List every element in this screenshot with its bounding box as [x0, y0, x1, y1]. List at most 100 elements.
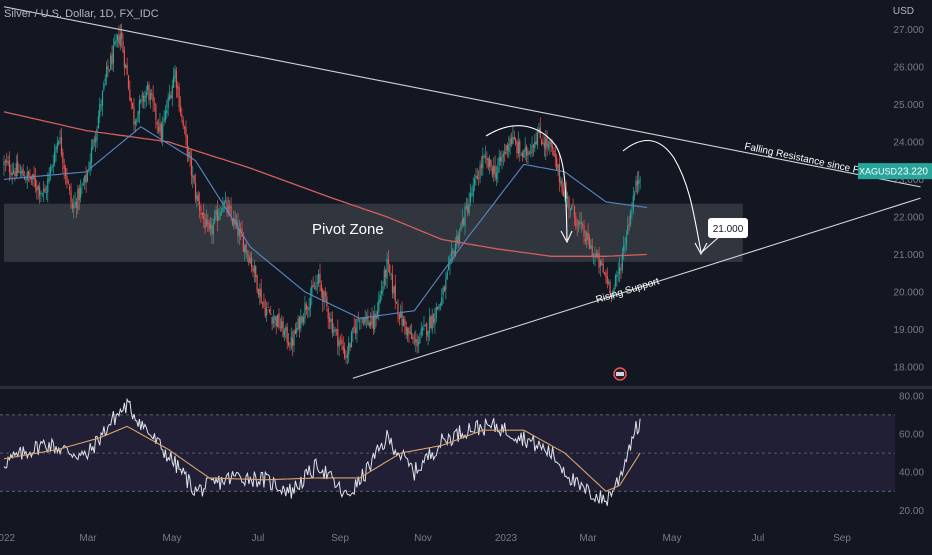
candle-body: [380, 290, 383, 295]
candle-body: [183, 127, 186, 129]
candle-body: [556, 157, 558, 170]
price-badge: [898, 163, 932, 180]
candle-body: [246, 254, 249, 255]
candle-body: [305, 304, 307, 310]
candle-body: [296, 327, 298, 333]
candle-body: [389, 264, 391, 274]
candle-body: [400, 311, 402, 318]
candle-body: [320, 284, 322, 292]
candle-body: [300, 315, 302, 328]
candle-body: [63, 164, 65, 169]
candle-body: [234, 218, 236, 223]
candle-body: [573, 206, 576, 217]
candle-body: [454, 244, 457, 257]
candle-body: [179, 105, 182, 113]
candle-body: [207, 220, 209, 224]
candle-body: [78, 187, 80, 200]
candle-body: [525, 146, 528, 156]
candle-body: [468, 203, 470, 214]
candle-body: [404, 318, 406, 326]
candle-body: [430, 316, 432, 329]
candle-body: [562, 191, 565, 196]
candle-body: [606, 276, 608, 284]
candle-body: [112, 45, 115, 64]
candle-body: [370, 322, 372, 326]
candle-body: [513, 137, 515, 140]
candle-body: [528, 153, 530, 154]
price-axis-tick: 19.000: [893, 325, 924, 336]
candle-body: [591, 245, 593, 258]
candle-body: [188, 151, 190, 157]
candle-body: [93, 140, 95, 142]
candle-body: [486, 158, 488, 160]
candle-body: [448, 263, 450, 270]
candle-body: [564, 191, 566, 198]
candle-body: [137, 111, 139, 122]
arrowhead-icon: [560, 230, 573, 244]
candle-body: [550, 141, 552, 148]
candle-body: [272, 318, 275, 324]
candle-body: [178, 87, 180, 108]
time-axis-tick: Mar: [579, 533, 597, 544]
candle-body: [623, 245, 625, 252]
time-axis-tick: May: [663, 533, 682, 544]
candle-body: [621, 253, 623, 271]
candle-body: [411, 332, 413, 339]
candle-body: [554, 153, 556, 158]
candle-body: [463, 218, 465, 225]
candle-body: [205, 219, 208, 227]
candle-body: [304, 302, 306, 319]
candle-body: [3, 161, 5, 166]
candle-body: [106, 66, 108, 78]
candle-body: [155, 104, 157, 120]
candle-body: [445, 278, 447, 290]
candle-body: [437, 306, 439, 309]
candle-body: [546, 137, 548, 147]
candle-body: [37, 185, 39, 190]
candle-body: [610, 292, 612, 297]
candle-body: [58, 141, 60, 145]
candle-body: [153, 103, 156, 105]
candle-body: [527, 151, 529, 157]
candle-body: [218, 216, 220, 221]
candle-body: [40, 193, 42, 194]
candle-body: [231, 218, 234, 225]
candle-body: [420, 328, 422, 336]
candle-body: [89, 161, 91, 169]
candle-body: [551, 146, 554, 149]
candle-body: [328, 318, 331, 322]
candle-body: [344, 348, 346, 358]
candle-body: [576, 226, 578, 228]
candle-body: [82, 183, 84, 185]
candle-body: [62, 152, 64, 164]
candle-body: [506, 145, 509, 151]
candle-body: [523, 150, 525, 158]
candle-body: [186, 135, 188, 156]
candle-body: [501, 156, 503, 163]
candle-body: [49, 167, 52, 174]
candle-body: [608, 282, 610, 284]
time-axis-tick: 2022: [0, 533, 16, 544]
candle-body: [12, 170, 15, 173]
candle-body: [345, 356, 347, 358]
time-axis-tick: Nov: [414, 533, 432, 544]
candle-body: [625, 235, 628, 245]
arrowhead-icon: [694, 242, 708, 256]
candle-body: [398, 314, 400, 320]
candle-body: [126, 64, 128, 75]
candle-body: [38, 186, 41, 196]
candle-body: [378, 299, 380, 312]
candle-body: [342, 346, 344, 351]
candle-body: [222, 206, 224, 213]
candle-body: [279, 327, 281, 328]
candle-body: [136, 121, 138, 123]
candle-body: [401, 311, 403, 326]
candle-body: [318, 274, 320, 283]
candle-body: [48, 173, 50, 182]
price-axis-tick: 23.000: [893, 175, 924, 186]
candle-body: [612, 290, 614, 297]
candle-body: [584, 238, 586, 242]
time-axis-tick: Jul: [252, 533, 265, 544]
candle-body: [251, 257, 253, 268]
candle-body: [80, 187, 82, 198]
